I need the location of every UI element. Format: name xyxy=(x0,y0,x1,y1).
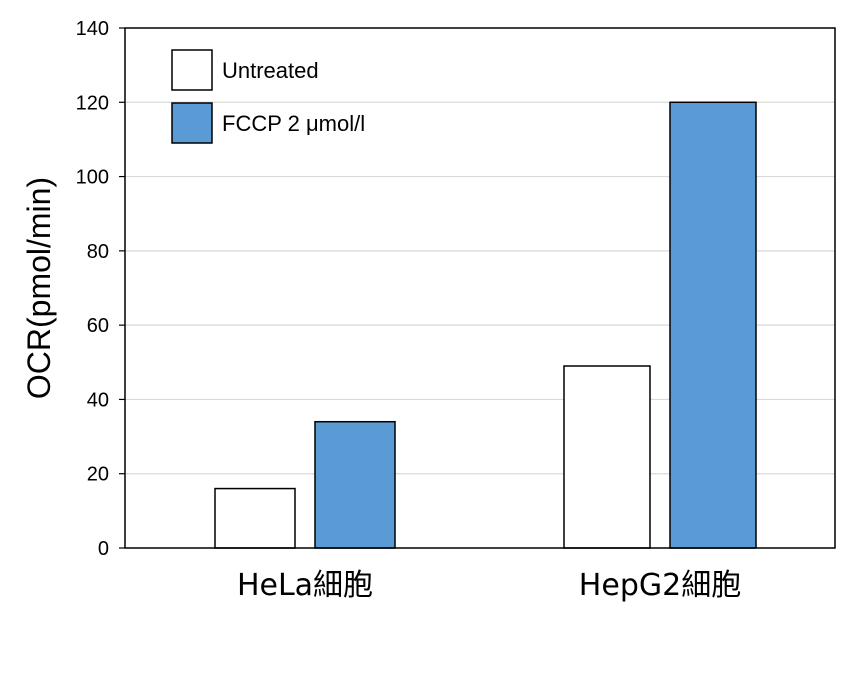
bar-fccp-hepg2 xyxy=(669,101,757,549)
y-tick-label: 120 xyxy=(76,92,109,114)
x-axis-labels: HeLa細胞 HepG2細胞 xyxy=(237,568,741,603)
y-tick-label: 100 xyxy=(76,167,109,189)
legend: Untreated FCCP 2 μmol/l xyxy=(171,49,365,144)
bar-series xyxy=(214,101,757,549)
legend-label: FCCP 2 μmol/l xyxy=(222,111,365,136)
bar-untreated-hela xyxy=(214,487,296,549)
legend-label: Untreated xyxy=(222,58,319,83)
y-tick-label: 60 xyxy=(87,315,109,337)
bar-untreated-hepg2 xyxy=(563,365,651,549)
x-category-label: HeLa細胞 xyxy=(237,568,373,603)
y-tick-label: 0 xyxy=(98,538,109,560)
y-tick-label: 40 xyxy=(87,389,109,411)
legend-swatch xyxy=(171,49,213,91)
y-tick-label: 80 xyxy=(87,241,109,263)
y-tick-label: 20 xyxy=(87,464,109,486)
y-tick-label: 140 xyxy=(76,18,109,40)
x-category-label: HepG2細胞 xyxy=(579,568,741,603)
y-axis-ticks: 0 20 40 60 80 100 120 140 xyxy=(76,18,125,560)
plot-area-frame xyxy=(124,27,836,549)
legend-swatch xyxy=(171,102,213,144)
bar-fccp-hela xyxy=(314,420,396,549)
y-axis-title: OCR(pmol/min) xyxy=(21,177,57,399)
